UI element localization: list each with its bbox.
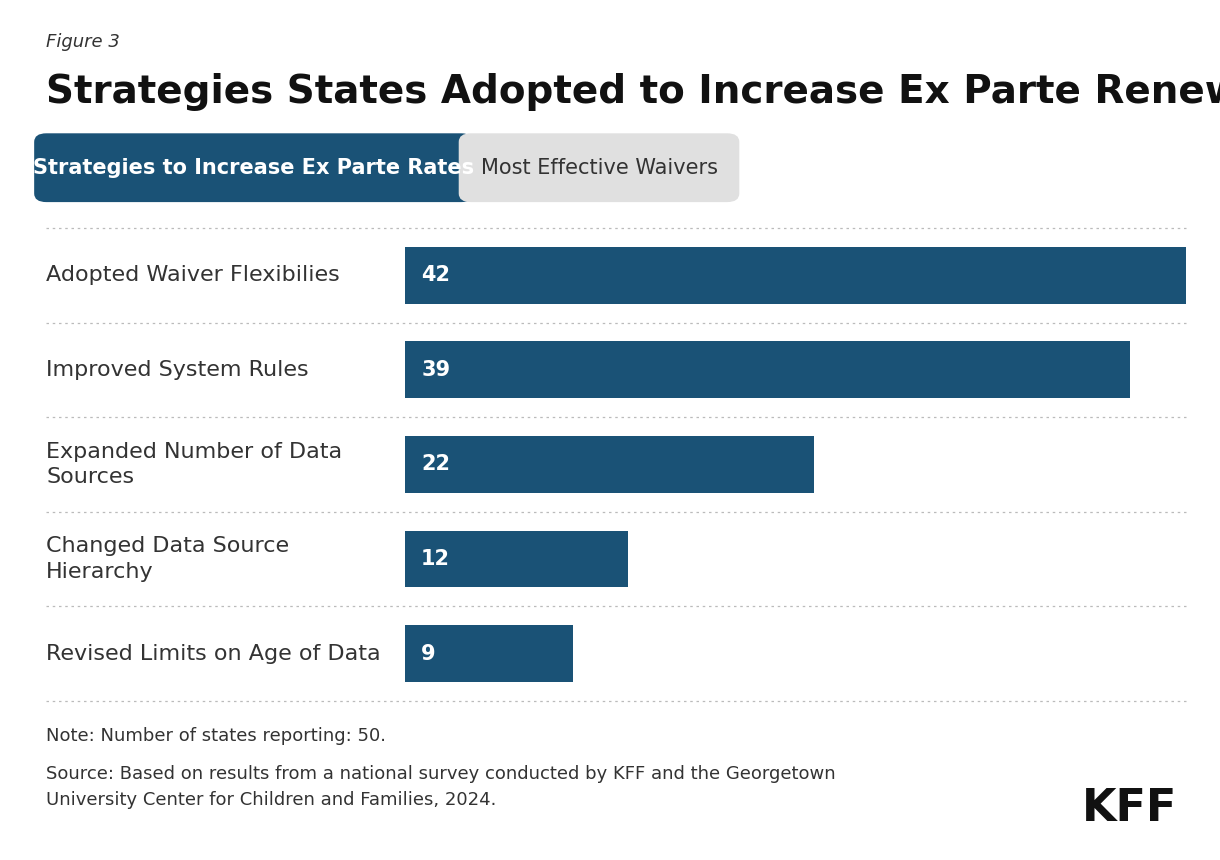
Text: 12: 12 bbox=[421, 549, 450, 569]
Text: Expanded Number of Data
Sources: Expanded Number of Data Sources bbox=[46, 441, 343, 488]
Text: Strategies States Adopted to Increase Ex Parte Renewal Rates: Strategies States Adopted to Increase Ex… bbox=[46, 73, 1220, 111]
Text: 9: 9 bbox=[421, 643, 436, 664]
Text: 39: 39 bbox=[421, 359, 450, 380]
FancyBboxPatch shape bbox=[405, 436, 814, 493]
Text: Improved System Rules: Improved System Rules bbox=[46, 359, 309, 380]
Text: Revised Limits on Age of Data: Revised Limits on Age of Data bbox=[46, 643, 381, 664]
Text: Adopted Waiver Flexibilies: Adopted Waiver Flexibilies bbox=[46, 265, 340, 286]
FancyBboxPatch shape bbox=[405, 247, 1186, 304]
Text: Most Effective Waivers: Most Effective Waivers bbox=[481, 157, 717, 178]
Text: Strategies to Increase Ex Parte Rates: Strategies to Increase Ex Parte Rates bbox=[33, 157, 475, 178]
Text: Figure 3: Figure 3 bbox=[46, 33, 121, 51]
FancyBboxPatch shape bbox=[405, 625, 572, 682]
Text: Changed Data Source
Hierarchy: Changed Data Source Hierarchy bbox=[46, 536, 289, 582]
FancyBboxPatch shape bbox=[34, 133, 473, 202]
Text: Source: Based on results from a national survey conducted by KFF and the Georget: Source: Based on results from a national… bbox=[46, 765, 836, 809]
Text: Note: Number of states reporting: 50.: Note: Number of states reporting: 50. bbox=[46, 727, 387, 745]
FancyBboxPatch shape bbox=[405, 531, 628, 587]
Text: 42: 42 bbox=[421, 265, 450, 286]
Text: 22: 22 bbox=[421, 454, 450, 475]
FancyBboxPatch shape bbox=[459, 133, 739, 202]
FancyBboxPatch shape bbox=[405, 341, 1130, 398]
Text: KFF: KFF bbox=[1082, 787, 1177, 830]
